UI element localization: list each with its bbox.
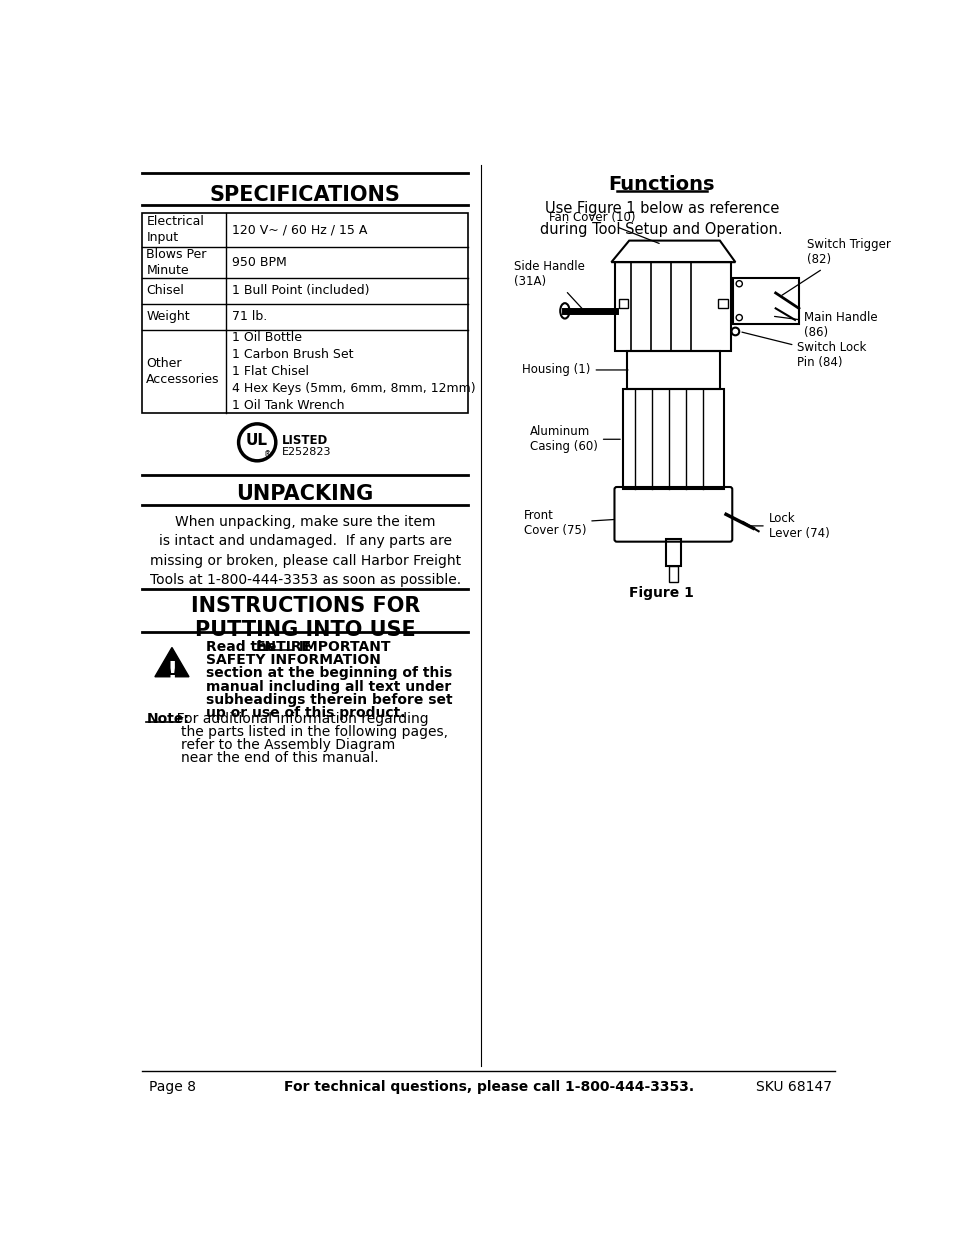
Text: SKU 68147: SKU 68147 — [756, 1079, 831, 1094]
Text: Main Handle
(86): Main Handle (86) — [774, 311, 877, 340]
Text: IMPORTANT: IMPORTANT — [294, 640, 390, 655]
Text: Switch Lock
Pin (84): Switch Lock Pin (84) — [741, 332, 866, 368]
Text: ENTIRE: ENTIRE — [255, 640, 312, 655]
Bar — [142, 212, 468, 412]
Text: LISTED: LISTED — [282, 435, 328, 447]
Text: manual including all text under: manual including all text under — [206, 679, 451, 694]
Text: Housing (1): Housing (1) — [521, 363, 627, 377]
Bar — [668, 567, 678, 582]
Text: Note:: Note: — [146, 711, 189, 726]
Text: 1 Bull Point (included): 1 Bull Point (included) — [233, 284, 370, 298]
Text: Chisel: Chisel — [146, 284, 184, 298]
Text: near the end of this manual.: near the end of this manual. — [146, 751, 378, 766]
Text: Lock
Lever (74): Lock Lever (74) — [747, 511, 828, 540]
Bar — [618, 299, 628, 309]
Text: 1 Oil Bottle
1 Carbon Brush Set
1 Flat Chisel
4 Hex Keys (5mm, 6mm, 8mm, 12mm)
1: 1 Oil Bottle 1 Carbon Brush Set 1 Flat C… — [233, 331, 476, 412]
Text: SAFETY INFORMATION: SAFETY INFORMATION — [206, 653, 380, 667]
Text: 71 lb.: 71 lb. — [233, 310, 268, 324]
Text: UL: UL — [245, 432, 267, 447]
Text: For additional information regarding: For additional information regarding — [146, 711, 429, 726]
Text: INSTRUCTIONS FOR
PUTTING INTO USE: INSTRUCTIONS FOR PUTTING INTO USE — [191, 597, 419, 640]
Text: section at the beginning of this: section at the beginning of this — [206, 667, 452, 680]
Bar — [718, 299, 727, 309]
Bar — [732, 278, 798, 324]
Polygon shape — [154, 647, 189, 677]
Text: Weight: Weight — [146, 310, 190, 324]
Text: the parts listed in the following pages,: the parts listed in the following pages, — [146, 725, 448, 739]
Text: Blows Per
Minute: Blows Per Minute — [146, 248, 207, 277]
Text: Fan Cover (10): Fan Cover (10) — [548, 211, 659, 243]
Text: !: ! — [166, 659, 177, 684]
Text: Figure 1: Figure 1 — [629, 585, 694, 599]
Bar — [626, 351, 720, 389]
Text: Side Handle
(31A): Side Handle (31A) — [514, 259, 585, 309]
Text: UNPACKING: UNPACKING — [236, 484, 374, 504]
Text: Read the: Read the — [206, 640, 281, 655]
Text: Functions: Functions — [608, 175, 714, 194]
Text: SPECIFICATIONS: SPECIFICATIONS — [210, 185, 400, 205]
Text: ®: ® — [263, 451, 271, 459]
Circle shape — [238, 424, 275, 461]
Text: Use Figure 1 below as reference
during Tool Setup and Operation.: Use Figure 1 below as reference during T… — [539, 200, 782, 237]
Text: Front
Cover (75): Front Cover (75) — [523, 509, 614, 537]
Text: up or use of this product.: up or use of this product. — [206, 705, 405, 720]
Bar — [622, 389, 723, 489]
Text: Electrical
Input: Electrical Input — [146, 215, 204, 245]
Text: Switch Trigger
(82): Switch Trigger (82) — [781, 238, 889, 295]
Text: subheadings therein before set: subheadings therein before set — [206, 693, 453, 706]
Text: When unpacking, make sure the item
is intact and undamaged.  If any parts are
mi: When unpacking, make sure the item is in… — [150, 515, 460, 587]
Text: 120 V~ / 60 Hz / 15 A: 120 V~ / 60 Hz / 15 A — [233, 224, 368, 236]
Text: refer to the Assembly Diagram: refer to the Assembly Diagram — [146, 739, 395, 752]
Text: For technical questions, please call 1-800-444-3353.: For technical questions, please call 1-8… — [284, 1079, 693, 1094]
Text: Other
Accessories: Other Accessories — [146, 357, 219, 387]
Text: Page 8: Page 8 — [149, 1079, 195, 1094]
Text: 950 BPM: 950 BPM — [233, 256, 287, 269]
Bar — [665, 540, 680, 567]
Text: Aluminum
Casing (60): Aluminum Casing (60) — [530, 425, 619, 453]
Text: E252823: E252823 — [282, 447, 331, 457]
